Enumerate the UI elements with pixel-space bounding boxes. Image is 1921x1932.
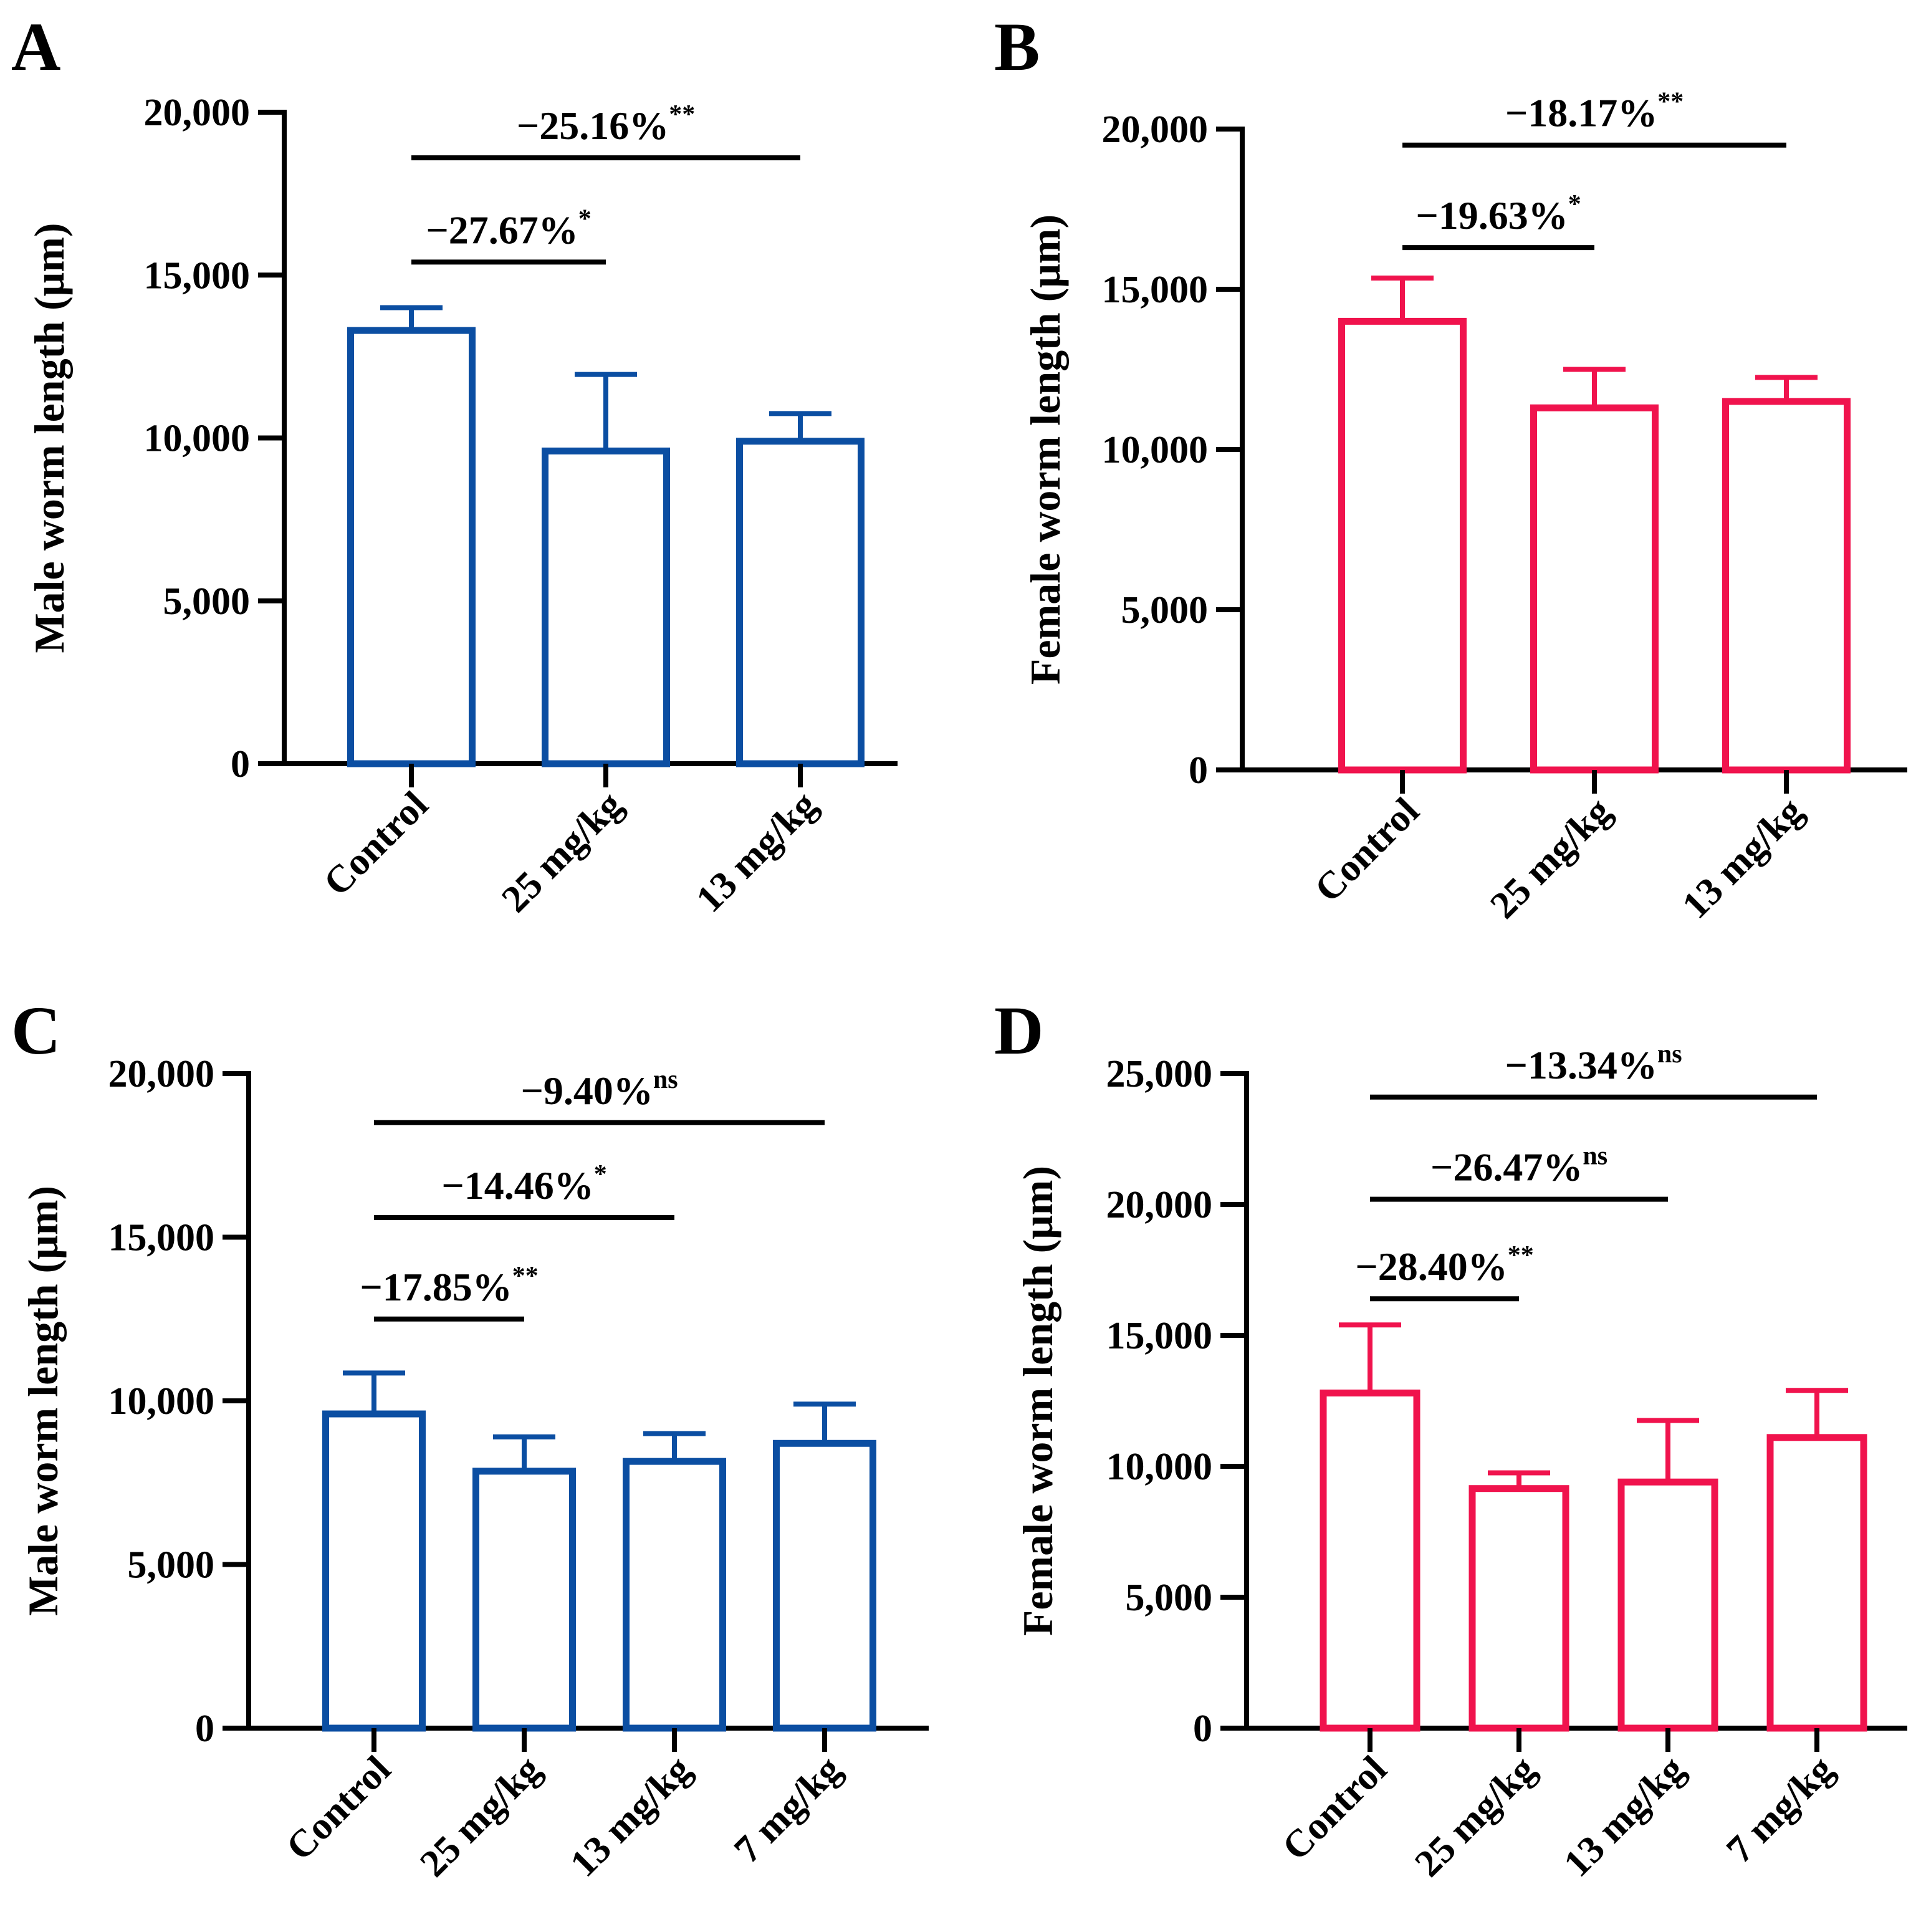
y-tick-label: 10,000 <box>1102 429 1209 471</box>
bar <box>623 1458 726 1732</box>
bar <box>1338 317 1467 774</box>
panel-d: D Female worm length (μm) 0 5,000 10,000 15,0… <box>994 992 1907 1885</box>
x-tick-label: 25 mg/kg <box>412 1748 549 1885</box>
bar <box>1766 1434 1867 1732</box>
panel-letter: B <box>994 9 1040 85</box>
panel-b: B Female worm length (μm) 0 5,000 10,000 15,0… <box>994 9 1907 927</box>
x-tick-label: Control <box>315 784 436 904</box>
y-tick-label: 0 <box>195 1708 214 1750</box>
x-tick-label: Control <box>1306 790 1427 910</box>
panel-letter: C <box>11 992 60 1069</box>
comparison-label: −9.40%ns <box>520 1065 678 1113</box>
bar <box>472 1468 576 1732</box>
y-tick-label: 10,000 <box>1106 1446 1213 1488</box>
y-tick-label: 5,000 <box>163 580 251 623</box>
y-axis-label: Male worm length (μm) <box>19 1186 67 1616</box>
bar <box>542 447 670 767</box>
y-tick-label: 10,000 <box>144 418 251 460</box>
y-tick-label: 20,000 <box>144 92 251 134</box>
comparison-label: −18.17%** <box>1505 88 1684 135</box>
x-tick-label: 25 mg/kg <box>494 784 631 921</box>
bar <box>773 1439 876 1732</box>
panel-letter: A <box>11 9 60 85</box>
bar <box>1468 1485 1569 1732</box>
y-tick-label: 0 <box>1193 1708 1212 1750</box>
y-tick-label: 0 <box>1189 749 1208 792</box>
x-tick-label: 13 mg/kg <box>1674 790 1811 927</box>
x-tick-label: 13 mg/kg <box>1556 1748 1693 1885</box>
comparison-label: −28.40%** <box>1355 1241 1533 1289</box>
x-tick-label: 7 mg/kg <box>1718 1748 1842 1872</box>
comparison-label: −27.67%* <box>426 204 591 252</box>
comparison-label: −26.47%ns <box>1430 1142 1607 1189</box>
y-tick-label: 15,000 <box>1106 1315 1213 1357</box>
bar <box>1320 1389 1420 1732</box>
y-tick-label: 15,000 <box>1102 269 1209 311</box>
y-tick-label: 5,000 <box>128 1544 215 1587</box>
y-tick-label: 10,000 <box>108 1380 215 1423</box>
panel-letter: D <box>994 992 1043 1069</box>
x-tick-label: Control <box>278 1748 398 1868</box>
comparison-label: −19.63%* <box>1416 190 1581 238</box>
y-axis-label: Female worm length (μm) <box>1022 214 1069 685</box>
bar <box>347 327 476 767</box>
y-tick-label: 15,000 <box>108 1217 215 1259</box>
panel-c: C Male worm length (μm) 0 5,000 10,000 15,000… <box>11 992 929 1885</box>
y-tick-label: 20,000 <box>1102 108 1209 151</box>
y-axis-label: Male worm length (μm) <box>26 223 73 653</box>
y-axis-label: Female worm length (μm) <box>1014 1166 1061 1636</box>
x-tick-label: 25 mg/kg <box>1407 1748 1544 1885</box>
bar <box>1722 398 1851 774</box>
y-tick-label: 25,000 <box>1106 1053 1213 1095</box>
comparison-label: −14.46%* <box>441 1160 606 1208</box>
x-tick-label: 13 mg/kg <box>688 784 825 921</box>
bar <box>1530 404 1659 774</box>
comparison-label: −17.85%** <box>360 1262 538 1309</box>
y-tick-label: 20,000 <box>1106 1184 1213 1226</box>
x-tick-label: 7 mg/kg <box>726 1748 850 1872</box>
comparison-label: −25.16%** <box>517 100 695 148</box>
panel-a: A Male worm length (μm) 0 5,000 10,000 15,000… <box>11 9 898 921</box>
bar <box>1617 1478 1718 1732</box>
y-tick-label: 0 <box>231 743 250 786</box>
comparison-label: −13.34%ns <box>1505 1040 1682 1087</box>
y-tick-label: 5,000 <box>1121 589 1209 632</box>
bar <box>736 438 865 767</box>
x-tick-label: 13 mg/kg <box>562 1748 699 1885</box>
bar <box>322 1410 426 1732</box>
y-tick-label: 20,000 <box>108 1053 215 1095</box>
y-tick-label: 5,000 <box>1126 1577 1213 1619</box>
x-tick-label: 25 mg/kg <box>1482 790 1619 927</box>
y-tick-label: 15,000 <box>144 254 251 297</box>
x-tick-label: Control <box>1274 1748 1394 1868</box>
